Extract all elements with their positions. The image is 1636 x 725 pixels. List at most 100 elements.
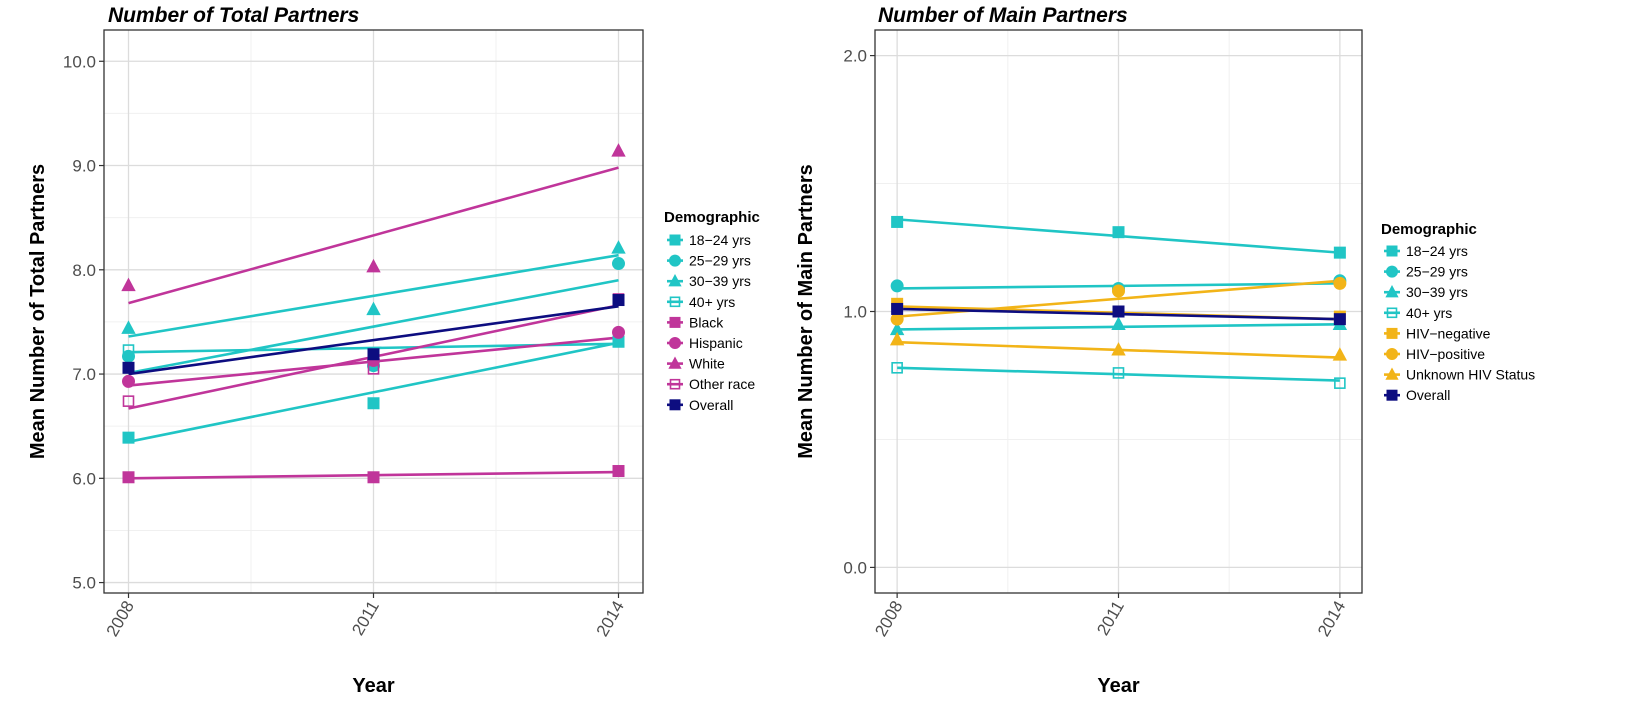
data-point-black: [122, 471, 135, 484]
legend-key-hiv-positive: [1386, 348, 1398, 360]
y-tick-label: 7.0: [72, 365, 96, 384]
trend-line-30-39-yrs: [128, 253, 619, 338]
data-point-black: [367, 471, 380, 484]
legend-label-hiv-positive: HIV−positive: [1406, 346, 1485, 362]
data-point-hispanic: [612, 325, 625, 339]
data-point-30-39-yrs: [366, 301, 381, 316]
legend-label-white: White: [689, 356, 725, 372]
legend: Demographic 18−24 yrs 25−29 yrs 30−39 yrs 40…: [664, 209, 760, 413]
legend-label-25-29-yrs: 25−29 yrs: [1406, 264, 1468, 280]
data-point-40-yrs: [1334, 377, 1346, 389]
data-point-other-race: [367, 363, 380, 375]
chart-title: Number of Main Partners: [878, 4, 1128, 27]
series-overall: [128, 304, 619, 376]
data-point-overall: [367, 348, 380, 361]
legend-label-30-39-yrs: 30−39 yrs: [689, 273, 751, 289]
series-white: [128, 166, 619, 305]
legend-label-hiv-negative: HIV−negative: [1406, 325, 1491, 341]
y-tick-label: 8.0: [72, 261, 96, 280]
legend-label-hispanic: Hispanic: [689, 335, 743, 351]
series-18-24-yrs: [128, 341, 619, 444]
legend-label-40-yrs: 40+ yrs: [1406, 305, 1452, 321]
legend-key-white: [668, 356, 682, 369]
legend-label-18-24-yrs: 18−24 yrs: [689, 232, 751, 248]
legend-key-unknown-hiv-status: [1385, 367, 1399, 380]
y-tick-label: 5.0: [72, 574, 96, 593]
legend-key-overall: [1386, 389, 1398, 401]
data-point-18-24-yrs: [1333, 246, 1346, 259]
trend-line-overall: [128, 304, 619, 376]
data-point-18-24-yrs: [891, 215, 904, 228]
legend-key-hiv-negative: [1386, 327, 1398, 339]
legend-key-black: [669, 316, 681, 328]
trend-line-18-24-yrs: [128, 341, 619, 444]
data-point-other-race: [122, 395, 135, 407]
data-point-hiv-positive: [1333, 276, 1347, 290]
legend-label-black: Black: [689, 314, 724, 330]
legend-label-other-race: Other race: [689, 376, 755, 392]
data-point-18-24-yrs: [122, 431, 135, 444]
legend-key-overall: [669, 399, 681, 411]
y-tick-label: 0.0: [843, 558, 867, 577]
legend-key-25-29-yrs: [1386, 265, 1398, 278]
chart-title: Number of Total Partners: [108, 4, 359, 27]
legend-label-overall: Overall: [1406, 387, 1450, 403]
y-tick-label: 2.0: [843, 47, 867, 66]
legend-key-18-24-yrs: [669, 234, 681, 246]
data-point-30-39-yrs: [611, 240, 626, 254]
data-point-overall: [612, 294, 625, 307]
series-40-yrs: [897, 366, 1340, 382]
series-25-29-yrs: [128, 278, 619, 375]
data-point-unknown-hiv-status: [1111, 342, 1126, 356]
x-tick-label: 2014: [593, 598, 628, 640]
data-point-18-24-yrs: [1112, 226, 1125, 239]
x-tick-label: 2011: [1093, 598, 1128, 639]
data-point-30-39-yrs: [1111, 316, 1126, 330]
legend-label-40-yrs: 40+ yrs: [689, 294, 735, 310]
data-point-overall: [122, 361, 135, 374]
data-point-hispanic: [122, 374, 135, 388]
chart-panel-number-of-main-partners: Number of Main Partners 0.0 1.0 2.0 2008 2011…: [795, 4, 1535, 697]
legend: Demographic 18−24 yrs 25−29 yrs 30−39 yrs 40…: [1381, 221, 1535, 403]
data-point-unknown-hiv-status: [1332, 347, 1348, 361]
plot-area: [121, 143, 626, 484]
y-tick-label: 9.0: [72, 157, 96, 176]
legend-key-30-39-yrs: [1385, 285, 1399, 298]
y-tick-label: 6.0: [72, 469, 96, 488]
data-point-hiv-positive: [1112, 284, 1125, 298]
data-point-overall: [1333, 313, 1346, 326]
x-tick-label: 2008: [871, 598, 906, 640]
data-point-25-29-yrs: [122, 349, 135, 363]
y-tick-label: 1.0: [843, 303, 867, 322]
x-tick-label: 2014: [1314, 598, 1349, 640]
legend-key-30-39-yrs: [668, 274, 682, 287]
legend-key-40-yrs: [1386, 307, 1398, 319]
legend-title: Demographic: [664, 209, 760, 226]
series-30-39-yrs: [128, 253, 619, 338]
x-axis-title: Year: [1097, 675, 1139, 697]
y-tick-label: 10.0: [63, 52, 96, 71]
data-point-18-24-yrs: [612, 335, 625, 348]
data-point-white: [611, 143, 626, 157]
chart-panel-number-of-total-partners: Number of Total Partners 5.0 6.0 7.0 8.0 9.0 1…: [27, 4, 760, 697]
legend-label-25-29-yrs: 25−29 yrs: [689, 253, 751, 269]
data-point-30-39-yrs: [889, 321, 905, 336]
y-axis-title: Mean Number of Main Partners: [795, 164, 817, 459]
data-point-black: [612, 465, 625, 478]
legend-label-30-39-yrs: 30−39 yrs: [1406, 284, 1468, 300]
data-point-30-39-yrs: [121, 320, 136, 334]
legend-key-25-29-yrs: [669, 254, 681, 267]
data-point-25-29-yrs: [612, 257, 625, 271]
legend-label-unknown-hiv-status: Unknown HIV Status: [1406, 367, 1535, 383]
trend-line-40-yrs: [897, 366, 1340, 382]
data-point-40-yrs: [1112, 367, 1125, 379]
x-tick-label: 2008: [103, 598, 138, 640]
x-axis-title: Year: [352, 675, 394, 697]
trend-line-white: [128, 166, 619, 305]
legend-label-18-24-yrs: 18−24 yrs: [1406, 243, 1468, 259]
legend-key-40-yrs: [669, 296, 681, 308]
x-tick-label: 2011: [348, 598, 383, 639]
data-point-hiv-positive: [890, 312, 904, 326]
plot-area: [889, 215, 1348, 389]
